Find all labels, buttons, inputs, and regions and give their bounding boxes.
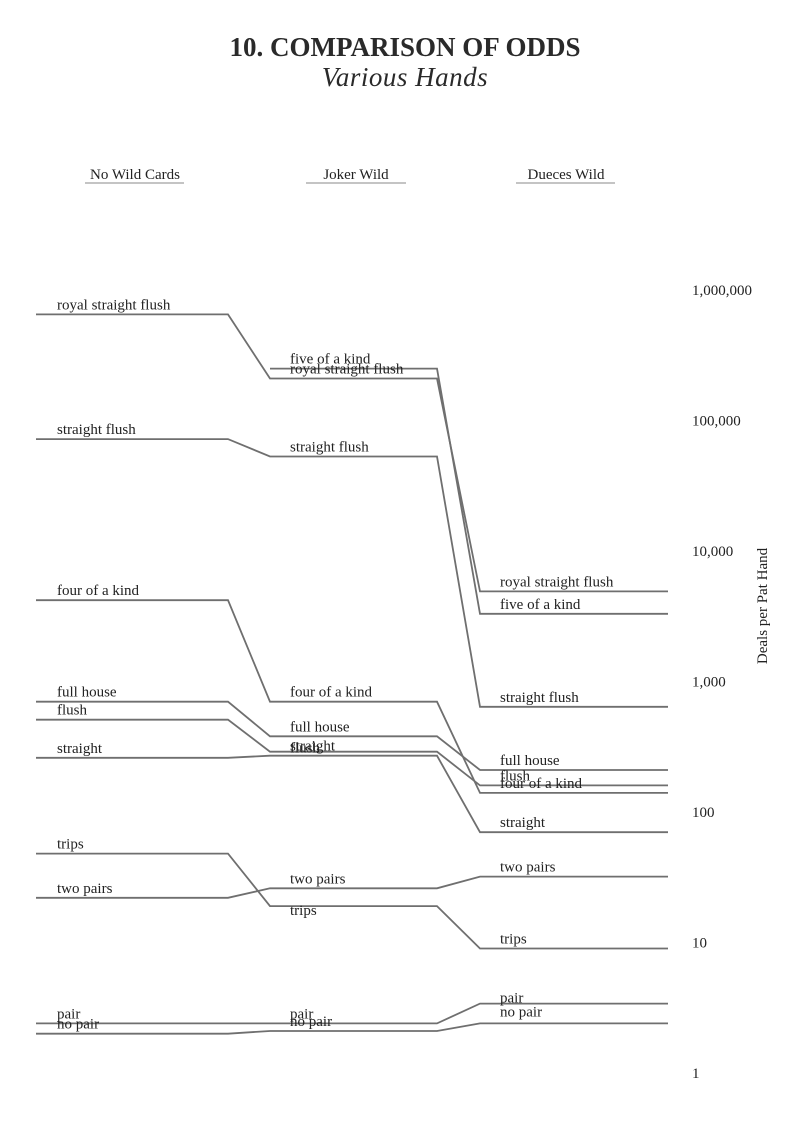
series-line-full-house	[36, 700, 668, 771]
chart-title: 10. COMPARISON OF ODDS	[230, 32, 581, 62]
column-header-deuces-wild: Dueces Wild	[527, 167, 605, 183]
y-tick-label: 1,000	[692, 675, 726, 691]
series-line-two-pairs	[36, 875, 668, 899]
point-label-five-of-a-kind: five of a kind	[500, 597, 581, 613]
point-label-straight-flush: straight flush	[57, 422, 136, 438]
point-label-straight: straight	[500, 815, 546, 831]
point-label-trips: trips	[290, 903, 317, 919]
point-label-five-of-a-kind: five of a kind	[290, 352, 371, 368]
chart-subtitle: Various Hands	[322, 62, 488, 92]
point-label-straight-flush: straight flush	[290, 440, 369, 456]
point-label-four-of-a-kind: four of a kind	[500, 776, 583, 792]
series-line-four-of-a-kind	[36, 599, 668, 794]
y-tick-label: 100,000	[692, 414, 741, 430]
point-label-four-of-a-kind: four of a kind	[290, 685, 373, 701]
series-line-pair	[36, 1002, 668, 1025]
point-label-flush: flush	[500, 768, 531, 784]
point-label-two-pairs: two pairs	[290, 871, 346, 887]
y-tick-label: 1	[692, 1066, 700, 1082]
series-line-straight	[36, 754, 668, 834]
y-axis-label: Deals per Pat Hand	[755, 547, 771, 664]
column-header-joker-wild: Joker Wild	[323, 167, 389, 183]
point-label-flush: flush	[290, 741, 321, 757]
point-label-full-house: full house	[290, 719, 350, 735]
series-line-no-pair	[36, 1022, 668, 1035]
point-label-full-house: full house	[500, 753, 560, 769]
point-label-four-of-a-kind: four of a kind	[57, 583, 140, 599]
column-headers: No Wild Cards Joker Wild Dueces Wild	[85, 167, 615, 184]
point-label-trips: trips	[500, 932, 527, 948]
point-label-no-pair: no pair	[290, 1014, 332, 1030]
point-label-flush: flush	[57, 703, 88, 719]
series-lines	[36, 313, 668, 1035]
point-label-two-pairs: two pairs	[57, 881, 113, 897]
y-axis-ticks: 1,000,000 100,000 10,000 1,000 100 10 1	[692, 283, 752, 1082]
series-line-five-of-a-kind	[270, 367, 668, 615]
point-label-royal-straight-flush: royal straight flush	[500, 574, 614, 590]
point-label-royal-straight-flush: royal straight flush	[57, 297, 171, 313]
point-label-pair: pair	[290, 1006, 313, 1022]
point-label-trips: trips	[57, 837, 84, 853]
y-tick-label: 100	[692, 805, 715, 821]
point-label-royal-straight-flush: royal straight flush	[290, 362, 404, 378]
y-tick-label: 10,000	[692, 544, 733, 560]
series-line-flush	[36, 718, 668, 787]
point-label-straight: straight	[290, 739, 336, 755]
point-label-no-pair: no pair	[57, 1017, 99, 1033]
y-tick-label: 10	[692, 936, 707, 952]
point-label-full-house: full house	[57, 685, 117, 701]
point-label-straight: straight	[57, 741, 103, 757]
series-line-trips	[36, 852, 668, 950]
column-header-no-wild: No Wild Cards	[90, 167, 180, 183]
series-line-straight-flush	[36, 438, 668, 708]
point-label-pair: pair	[57, 1006, 80, 1022]
point-label-no-pair: no pair	[500, 1004, 542, 1020]
series-line-royal-straight-flush	[36, 313, 668, 593]
point-label-pair: pair	[500, 991, 523, 1007]
y-tick-label: 1,000,000	[692, 283, 752, 299]
point-label-two-pairs: two pairs	[500, 860, 556, 876]
point-label-straight-flush: straight flush	[500, 690, 579, 706]
